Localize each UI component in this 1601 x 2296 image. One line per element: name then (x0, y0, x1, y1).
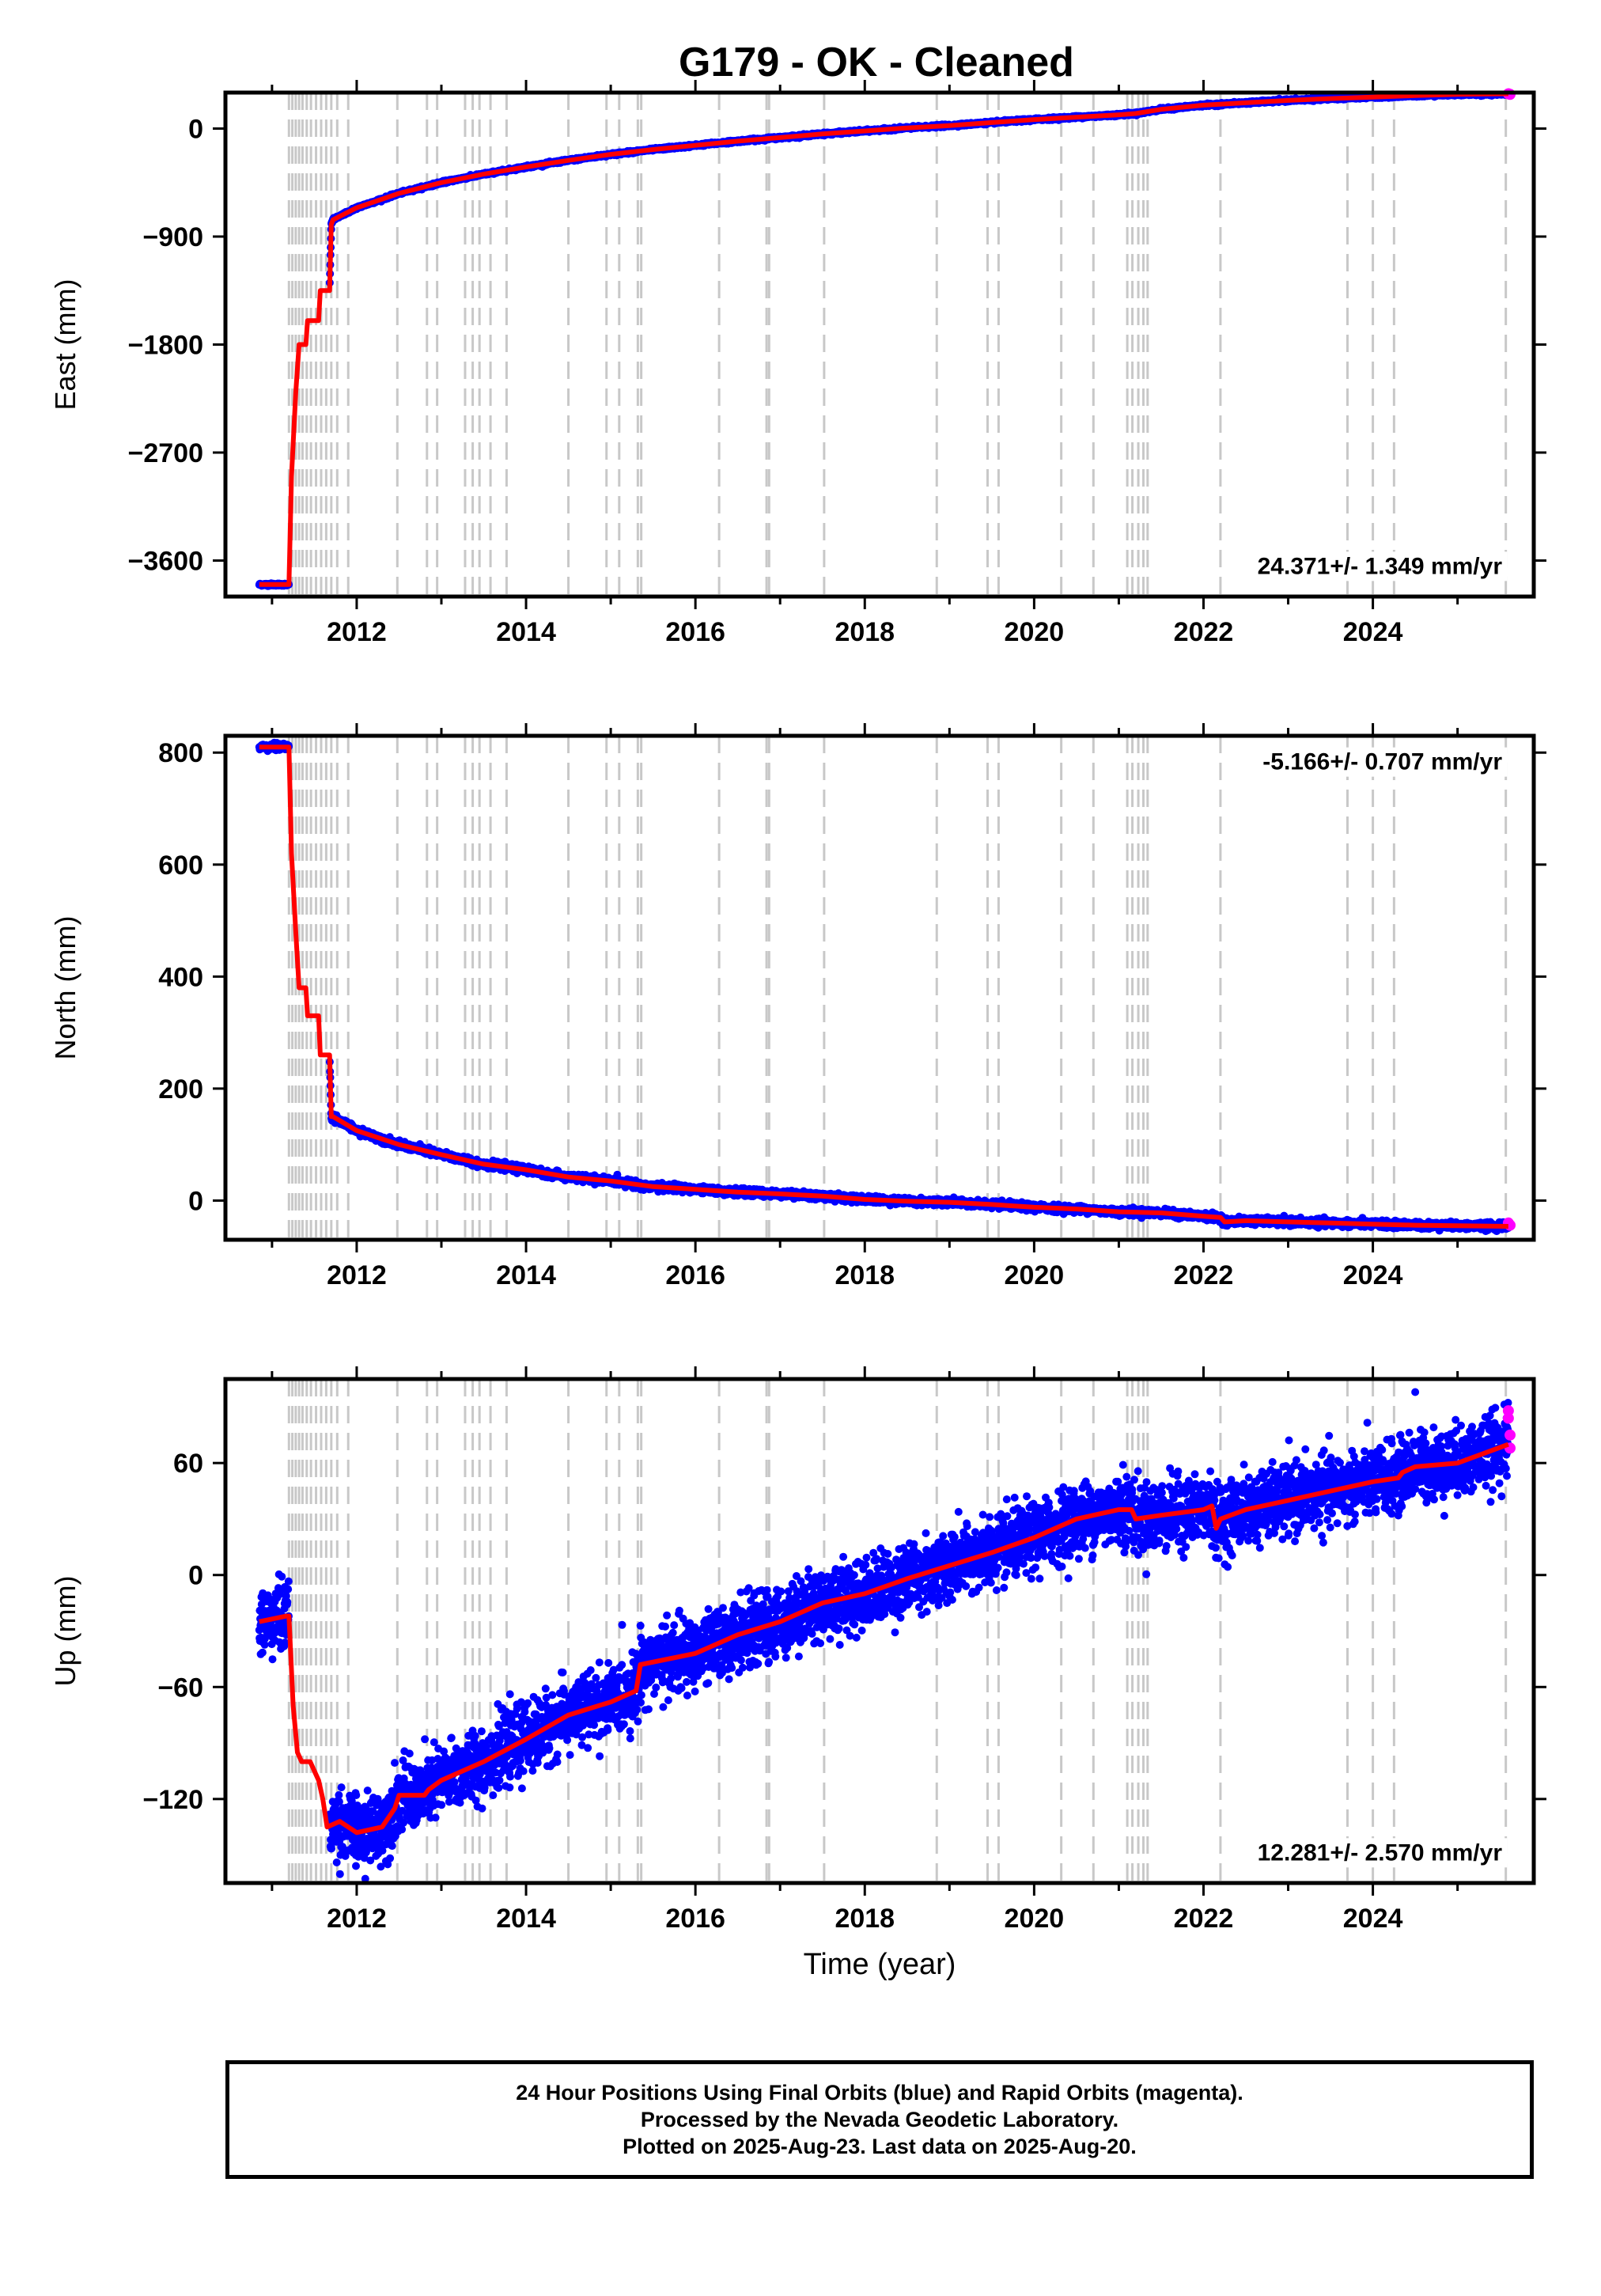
chart-title: G179 - OK - Cleaned (679, 40, 1074, 85)
equipment-lines-east (287, 93, 1508, 597)
final-orbit-points-east (255, 93, 1512, 590)
